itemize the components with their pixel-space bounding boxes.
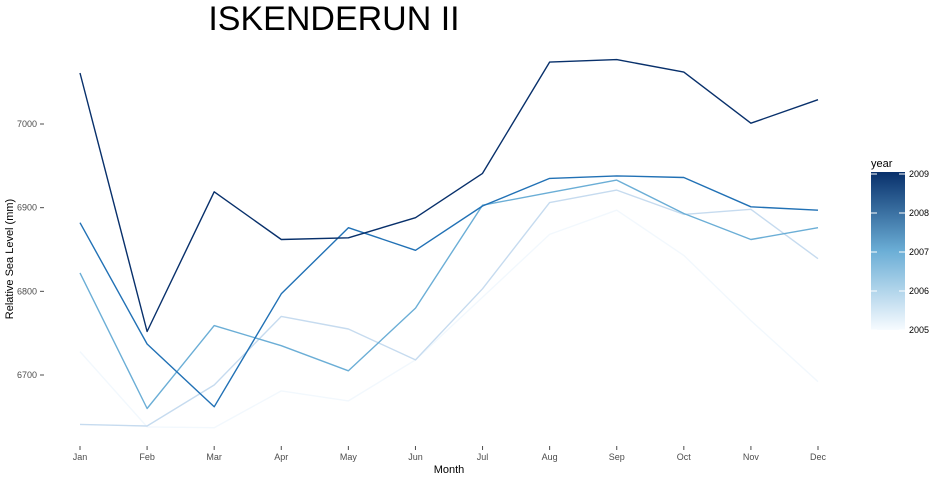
x-tick-label-sep: Sep — [609, 452, 625, 462]
series-line-2007 — [79, 179, 819, 410]
x-tick-label-jun: Jun — [408, 452, 423, 462]
legend-ticks: 2005 2006 2007 2008 2009 — [871, 169, 929, 335]
y-tick-label-6700: 6700 — [17, 370, 37, 380]
series-line-2006 — [79, 189, 819, 427]
x-axis: Jan Feb Mar Apr May Jun Jul Aug Sep Oct Nov Dec — [73, 446, 827, 462]
series-line-2009 — [79, 58, 819, 333]
y-tick-label-6900: 6900 — [17, 203, 37, 213]
legend-label-2005: 2005 — [909, 325, 929, 335]
x-tick-label-jul: Jul — [477, 452, 489, 462]
legend-title: year — [871, 158, 893, 170]
y-tick-label-6800: 6800 — [17, 286, 37, 296]
y-axis-title: Relative Sea Level (mm) — [4, 199, 16, 319]
y-axis: 6700 6800 6900 7000 — [17, 119, 44, 380]
legend-label-2007: 2007 — [909, 247, 929, 257]
x-tick-label-aug: Aug — [542, 452, 558, 462]
x-tick-label-oct: Oct — [677, 452, 692, 462]
legend-label-2009: 2009 — [909, 169, 929, 179]
legend-label-2008: 2008 — [909, 208, 929, 218]
y-tick-label-7000: 7000 — [17, 119, 37, 129]
chart-title: ISKENDERUN II — [208, 0, 459, 38]
color-legend: year 2005 2006 2007 2008 2009 — [871, 158, 929, 335]
x-tick-label-mar: Mar — [206, 452, 222, 462]
series-line-2005 — [79, 209, 819, 429]
x-tick-label-may: May — [340, 452, 358, 462]
x-tick-label-dec: Dec — [810, 452, 827, 462]
x-tick-label-feb: Feb — [139, 452, 155, 462]
x-tick-label-apr: Apr — [274, 452, 288, 462]
x-tick-label-jan: Jan — [73, 452, 88, 462]
x-tick-label-nov: Nov — [743, 452, 760, 462]
legend-colorbar — [871, 172, 905, 330]
legend-label-2006: 2006 — [909, 286, 929, 296]
plot-lines — [79, 58, 819, 429]
x-axis-title: Month — [434, 464, 465, 476]
series-line-2008 — [79, 175, 819, 408]
